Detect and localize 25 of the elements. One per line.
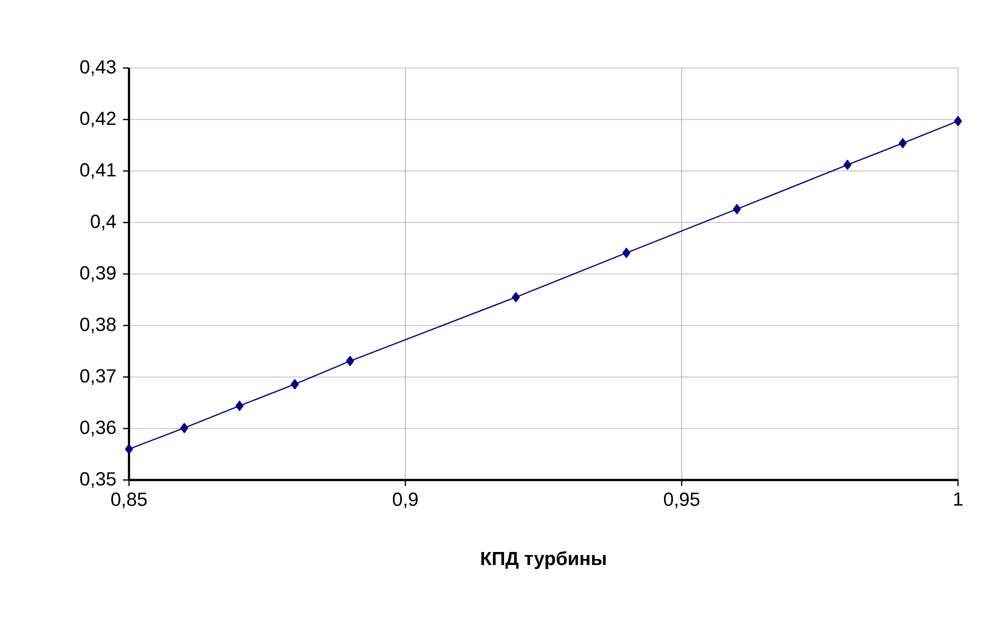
point [954,116,962,126]
y-tick-label: 0,43 [80,60,116,76]
y-tick-label: 0,4 [90,214,116,230]
point [346,356,354,366]
y-tick-label: 0,36 [80,420,116,436]
point [512,292,520,302]
x-axis-title: КПД турбины [481,551,606,569]
y-tick-label: 0,35 [80,472,116,488]
point [844,160,852,170]
y-tick-label: 0,41 [80,163,116,179]
y-tick-label: 0,38 [80,318,116,334]
y-tick-label: 0,37 [80,369,116,385]
point [732,204,741,214]
y-tick-label: 0,39 [80,266,116,282]
x-tick-label: 0,9 [392,492,418,508]
x-tick-label: 1 [954,492,962,506]
point [898,138,907,148]
point [180,422,188,434]
point [290,379,299,390]
point [236,400,244,411]
point [622,248,630,258]
x-tick-label: 0,85 [111,492,147,508]
y-tick-label: 0,42 [80,112,116,128]
point [125,444,133,454]
x-tick-label: 0,95 [664,492,700,508]
